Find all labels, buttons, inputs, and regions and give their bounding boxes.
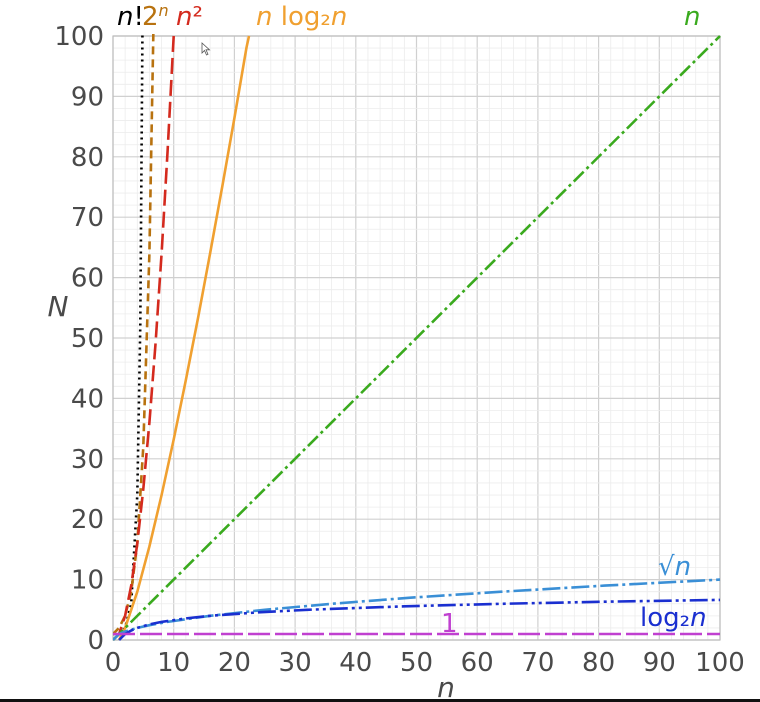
- series-label-2: n²: [176, 2, 203, 32]
- y-tick-label: 70: [71, 203, 104, 233]
- y-tick-labels: 0 10 20 30 40 50 60 70 80 90 100: [54, 22, 104, 656]
- series-label-1: 2n: [142, 1, 169, 32]
- x-tick-labels: 0 10 20 30 40 50 60 70 80 90 100: [105, 648, 745, 678]
- x-tick-label: 100: [695, 648, 745, 678]
- series-label-4: n: [684, 2, 700, 32]
- y-tick-label: 60: [71, 264, 104, 294]
- series-labels: n!2n n² n log₂n n √n log₂n 1: [117, 1, 707, 639]
- series-line-4: [113, 35, 721, 641]
- y-tick-label: 100: [54, 22, 104, 52]
- x-tick-label: 0: [105, 648, 122, 678]
- y-tick-label: 50: [71, 324, 104, 354]
- x-tick-label: 30: [279, 648, 312, 678]
- x-tick-label: 50: [400, 648, 433, 678]
- series-line-6: [118, 598, 721, 641]
- y-axis-title: N: [48, 290, 69, 323]
- series-label-0: n!: [117, 2, 144, 32]
- series-line-3: [117, 35, 251, 641]
- x-axis-title: n: [437, 671, 455, 702]
- y-tick-label: 20: [71, 505, 104, 535]
- series-line-2: [113, 35, 175, 641]
- x-tick-label: 60: [461, 648, 494, 678]
- x-tick-label: 90: [643, 648, 676, 678]
- x-tick-label: 40: [339, 648, 372, 678]
- series-label-3: n log₂n: [256, 2, 347, 32]
- series-label-6: log₂n: [640, 603, 707, 633]
- x-tick-label: 20: [218, 648, 251, 678]
- mouse-cursor-icon: [201, 42, 211, 56]
- y-tick-label: 10: [71, 566, 104, 596]
- y-tick-label: 0: [87, 626, 104, 656]
- y-tick-label: 80: [71, 143, 104, 173]
- x-tick-label: 70: [521, 648, 554, 678]
- plot-frame: [112, 35, 721, 641]
- x-tick-label: 80: [582, 648, 615, 678]
- series-label-5: √n: [658, 552, 691, 582]
- series-lines: [113, 34, 721, 641]
- y-tick-label: 40: [71, 384, 104, 414]
- y-tick-label: 30: [71, 445, 104, 475]
- series-label-7: 1: [441, 609, 458, 639]
- x-tick-label: 10: [157, 648, 190, 678]
- bottom-border: [0, 699, 760, 702]
- y-tick-label: 90: [71, 82, 104, 112]
